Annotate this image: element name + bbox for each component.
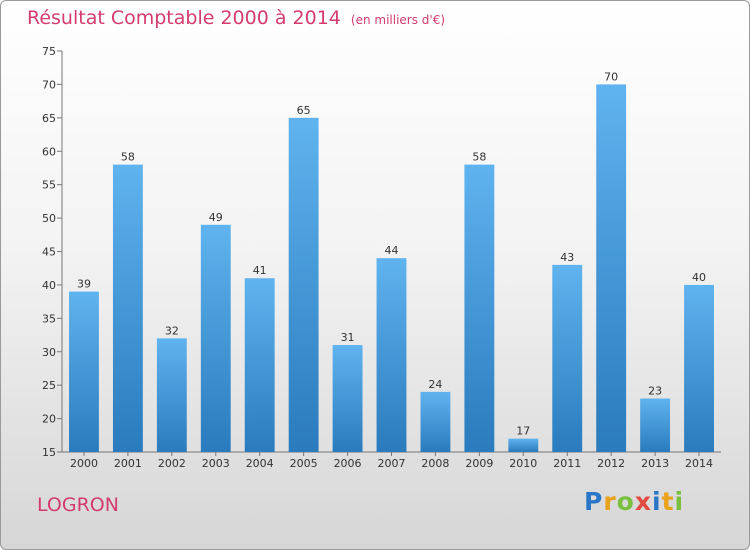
x-tick-label: 2001 bbox=[114, 457, 142, 470]
x-tick-label: 2009 bbox=[465, 457, 493, 470]
x-tick-label: 2008 bbox=[421, 457, 449, 470]
logo-letter: x bbox=[634, 487, 652, 516]
bar-value-label: 65 bbox=[297, 104, 311, 117]
bar bbox=[69, 291, 99, 452]
y-tick-label: 20 bbox=[42, 413, 56, 426]
bar-value-label: 43 bbox=[560, 251, 574, 264]
x-tick-label: 2013 bbox=[641, 457, 669, 470]
x-tick-label: 2004 bbox=[246, 457, 274, 470]
bar-value-label: 32 bbox=[165, 324, 179, 337]
bar bbox=[508, 438, 539, 452]
bar-value-label: 39 bbox=[77, 278, 91, 291]
bar bbox=[552, 264, 583, 452]
y-tick-label: 15 bbox=[42, 446, 56, 459]
chart-title: Résultat Comptable 2000 à 2014 bbox=[27, 7, 341, 29]
bar-value-label: 23 bbox=[648, 385, 662, 398]
title-row: Résultat Comptable 2000 à 2014 (en millie… bbox=[27, 7, 445, 29]
bar bbox=[112, 164, 143, 452]
bar-value-label: 58 bbox=[121, 151, 135, 164]
x-tick-label: 2006 bbox=[334, 457, 362, 470]
y-tick-label: 75 bbox=[42, 45, 56, 58]
logo-letter: o bbox=[616, 487, 635, 516]
bar bbox=[288, 117, 319, 452]
bar-value-label: 70 bbox=[604, 70, 618, 83]
x-tick-label: 2010 bbox=[509, 457, 537, 470]
bar bbox=[244, 278, 275, 452]
y-tick-label: 60 bbox=[42, 145, 56, 158]
x-tick-label: 2000 bbox=[70, 457, 98, 470]
logo-letter: t bbox=[661, 487, 675, 516]
logo-letter: r bbox=[603, 487, 617, 516]
bar bbox=[156, 338, 187, 452]
bar bbox=[684, 284, 714, 452]
bar-value-label: 49 bbox=[209, 211, 223, 224]
y-tick-label: 55 bbox=[42, 179, 56, 192]
bar-value-label: 41 bbox=[253, 264, 267, 277]
x-tick-label: 2014 bbox=[685, 457, 713, 470]
bar bbox=[200, 224, 231, 452]
y-tick-label: 40 bbox=[42, 279, 56, 292]
bar-value-label: 31 bbox=[341, 331, 355, 344]
x-tick-label: 2007 bbox=[378, 457, 406, 470]
logo-letter: i bbox=[674, 487, 685, 516]
bar bbox=[640, 398, 671, 452]
bar bbox=[420, 391, 451, 452]
x-tick-label: 2003 bbox=[202, 457, 230, 470]
logo-letter: P bbox=[584, 487, 604, 516]
y-tick-label: 25 bbox=[42, 379, 56, 392]
proxiti-logo: Proxiti bbox=[584, 487, 684, 516]
bar-value-label: 17 bbox=[516, 425, 530, 438]
y-tick-label: 70 bbox=[42, 78, 56, 91]
bar bbox=[596, 84, 627, 453]
bar-value-label: 58 bbox=[472, 151, 486, 164]
y-tick-label: 65 bbox=[42, 112, 56, 125]
bar bbox=[376, 258, 407, 452]
chart-subtitle: (en milliers d'€) bbox=[350, 13, 446, 27]
x-tick-label: 2005 bbox=[290, 457, 318, 470]
bar bbox=[332, 345, 363, 452]
logo-letter: i bbox=[652, 487, 662, 516]
y-tick-label: 35 bbox=[42, 312, 56, 325]
bar-value-label: 44 bbox=[385, 244, 399, 257]
x-tick-label: 2012 bbox=[597, 457, 625, 470]
x-tick-label: 2002 bbox=[158, 457, 186, 470]
place-name: LOGRON bbox=[37, 494, 119, 516]
y-tick-label: 45 bbox=[42, 246, 56, 259]
x-tick-label: 2011 bbox=[553, 457, 581, 470]
y-tick-label: 30 bbox=[42, 346, 56, 359]
y-tick-label: 50 bbox=[42, 212, 56, 225]
bar-value-label: 24 bbox=[428, 378, 442, 391]
bar-value-label: 40 bbox=[692, 271, 706, 284]
bar bbox=[464, 164, 495, 452]
